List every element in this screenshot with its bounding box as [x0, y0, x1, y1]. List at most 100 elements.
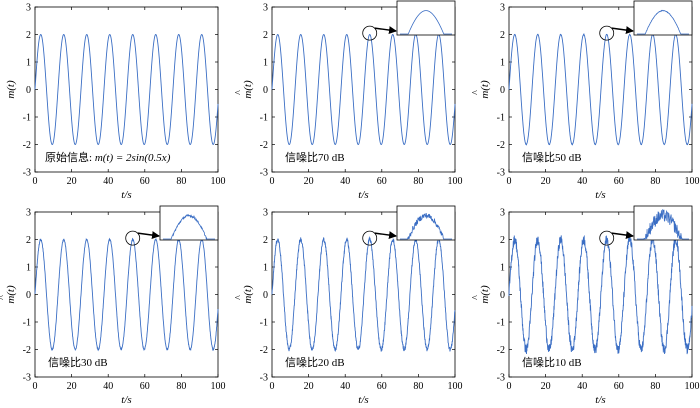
annotation-text: 信噪比10 dB: [522, 356, 582, 369]
series-line: [271, 236, 456, 352]
y-tick-label: -3: [23, 373, 31, 384]
y-tick-label: 2: [263, 30, 268, 41]
zoom-circle: [125, 230, 141, 246]
y-tick-label: 2: [263, 235, 268, 246]
y-tick-label: 0: [500, 290, 505, 301]
y-tick-label: -1: [497, 318, 505, 329]
x-tick-label: 0: [507, 381, 512, 392]
zoom-circle: [362, 25, 378, 41]
y-axis-label-hat: ^: [471, 90, 482, 95]
x-tick-label: 0: [270, 176, 275, 187]
y-axis-label-hat: ^: [234, 295, 245, 300]
y-tick-label: -2: [497, 345, 505, 356]
y-tick-label: -1: [497, 113, 505, 124]
y-tick-label: 1: [500, 263, 505, 274]
x-tick-label: 0: [270, 381, 275, 392]
x-tick-label: 60: [614, 381, 624, 392]
zoom-circle: [362, 230, 378, 246]
x-tick-label: 100: [211, 381, 226, 392]
inset-series-line: [400, 212, 452, 240]
x-tick-label: 60: [614, 176, 624, 187]
zoom-arrow: [611, 26, 634, 35]
y-axis-label: m(t): [479, 80, 491, 99]
chart-panel-bottom-left: 0 20 40 60 80 100 3 2 1 0 -1 -2 -3 t/s m(t)^ 信噪比30 dB: [0, 205, 226, 406]
x-tick-label: 60: [377, 381, 387, 392]
y-tick-label: 0: [263, 290, 268, 301]
y-tick-label: -2: [260, 345, 268, 356]
annotation-prefix: 原始信息:: [45, 150, 95, 164]
y-axis-label: m(t): [479, 285, 491, 304]
chart-panel-bottom-right: 0 20 40 60 80 100 3 2 1 0 -1 -2 -3 t/s m(t)^ 信噪比10 dB: [471, 205, 700, 406]
annotation-text: 信噪比30 dB: [48, 356, 108, 369]
chart-panel-bottom-middle: 0 20 40 60 80 100 3 2 1 0 -1 -2 -3 t/s m(t)^ 信噪比20 dB: [234, 205, 463, 406]
y-tick-label: -1: [260, 113, 268, 124]
y-tick-label: -3: [260, 373, 268, 384]
y-tick-label: -1: [23, 318, 31, 329]
zoom-arrow: [374, 231, 397, 240]
x-tick-label: 20: [67, 381, 77, 392]
y-tick-label: 2: [26, 30, 31, 41]
x-tick-label: 100: [211, 176, 226, 187]
zoom-circle: [599, 230, 615, 246]
inset-box: [396, 205, 456, 241]
chart-panel-top-middle: 0 20 40 60 80 100 3 2 1 0 -1 -2 -3 t/s m(t)^ 信噪比70 dB: [234, 0, 463, 201]
y-tick-label: 0: [26, 85, 31, 96]
y-tick-label: -2: [23, 345, 31, 356]
y-tick-label: 1: [26, 263, 31, 274]
x-tick-label: 20: [67, 176, 77, 187]
y-axis-label: m(t): [5, 285, 17, 304]
series-line: [508, 234, 693, 355]
zoom-arrow: [611, 231, 634, 240]
x-tick-label: 100: [685, 176, 700, 187]
series-line: [34, 237, 219, 352]
inset-box: [396, 0, 456, 36]
y-axis-label: m(t): [5, 80, 17, 99]
x-tick-label: 0: [507, 176, 512, 187]
x-tick-label: 80: [176, 381, 186, 392]
x-tick-label: 20: [304, 381, 314, 392]
chart-panel-top-left: 0 20 40 60 80 100 3 2 1 0 -1 -2 -3 t/s m(t) 原始信息: m(t) …: [5, 3, 226, 202]
inset-series-line: [163, 213, 215, 241]
y-tick-label: 3: [263, 3, 268, 14]
y-tick-label: 0: [263, 85, 268, 96]
inset-box: [159, 205, 219, 241]
y-tick-label: 3: [500, 3, 505, 14]
y-axis-label: m(t): [242, 285, 254, 304]
y-tick-label: -3: [23, 168, 31, 179]
x-tick-label: 40: [103, 176, 113, 187]
x-tick-label: 60: [140, 176, 150, 187]
y-tick-label: 3: [26, 208, 31, 219]
x-axis-label: t/s: [595, 189, 605, 201]
y-axis-label-hat: ^: [471, 295, 482, 300]
y-axis-label-hat: ^: [234, 90, 245, 95]
x-tick-label: 80: [413, 381, 423, 392]
annotation-formula: m(t) = 2sin(0.5x): [95, 152, 171, 164]
series-line: [271, 34, 456, 145]
x-axis-label: t/s: [121, 189, 131, 201]
y-tick-label: -1: [260, 318, 268, 329]
x-tick-label: 20: [541, 176, 551, 187]
chart-panel-top-right: 0 20 40 60 80 100 3 2 1 0 -1 -2 -3 t/s m(t)^ 信噪比50 dB: [471, 0, 700, 201]
y-tick-label: 2: [26, 235, 31, 246]
inset-series-line: [637, 209, 689, 240]
x-axis-label: t/s: [358, 189, 368, 201]
y-tick-label: -2: [497, 140, 505, 151]
y-tick-label: 1: [500, 58, 505, 69]
zoom-circle: [599, 25, 615, 41]
x-tick-label: 0: [33, 381, 38, 392]
annotation-text: 信噪比70 dB: [285, 151, 345, 164]
y-tick-label: -2: [23, 140, 31, 151]
x-axis-label: t/s: [358, 394, 368, 406]
x-tick-label: 100: [448, 176, 463, 187]
annotation-text: 信噪比20 dB: [285, 356, 345, 369]
series-line: [34, 34, 219, 145]
y-axis-label-hat: ^: [0, 295, 8, 300]
x-tick-label: 80: [650, 176, 660, 187]
x-tick-label: 80: [413, 176, 423, 187]
y-tick-label: 0: [26, 290, 31, 301]
x-tick-label: 40: [103, 381, 113, 392]
y-tick-label: -3: [497, 168, 505, 179]
axes-frame: [34, 6, 219, 173]
x-tick-label: 20: [541, 381, 551, 392]
